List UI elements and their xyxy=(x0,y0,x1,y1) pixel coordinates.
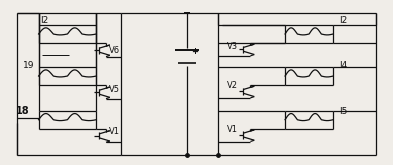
Text: l2: l2 xyxy=(339,16,347,25)
Text: V5: V5 xyxy=(109,85,120,94)
Text: l4: l4 xyxy=(339,61,347,70)
Text: V2: V2 xyxy=(227,81,238,90)
Text: 18: 18 xyxy=(15,106,29,116)
Text: V3: V3 xyxy=(227,42,239,51)
Text: V1: V1 xyxy=(227,125,238,134)
Text: V6: V6 xyxy=(109,47,120,55)
Text: l2: l2 xyxy=(40,16,49,25)
Text: +: + xyxy=(191,47,198,56)
Text: V1: V1 xyxy=(109,127,120,136)
Text: 19: 19 xyxy=(23,61,35,70)
Text: l5: l5 xyxy=(339,107,347,116)
